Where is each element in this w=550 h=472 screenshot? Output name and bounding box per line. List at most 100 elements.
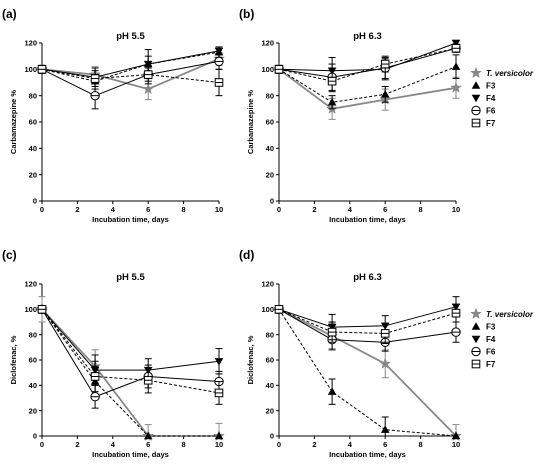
series-star [273, 63, 462, 120]
y-tick-label: 60 [266, 356, 274, 365]
y-tick-label: 120 [261, 280, 274, 289]
y-tick-label: 100 [24, 305, 37, 314]
y-tick-label: 40 [29, 381, 37, 390]
x-tick-label: 4 [111, 440, 116, 449]
legend-label: T. versicolor [486, 310, 534, 319]
x-tick-label: 8 [419, 205, 423, 214]
data-point [380, 425, 390, 433]
legend-label: F4 [486, 335, 496, 344]
data-point [214, 431, 224, 440]
y-tick-label: 20 [266, 170, 274, 179]
x-tick-label: 2 [75, 440, 79, 449]
series-line [278, 309, 457, 437]
x-tick-label: 8 [182, 205, 186, 214]
chart-panel-4: (d) pH 6.3 0 20 40 60 80 100 120 0 2 4 6 8 10 Incubatio… [239, 248, 534, 459]
series-square-bar [274, 43, 461, 93]
y-tick-label: 20 [29, 406, 37, 415]
x-tick-label: 8 [419, 440, 423, 449]
y-tick-label: 60 [29, 356, 37, 365]
y-tick-label: 0 [33, 432, 37, 441]
x-tick-label: 2 [312, 440, 316, 449]
series-line [41, 308, 219, 437]
x-tick-label: 10 [215, 440, 223, 449]
data-point [142, 82, 155, 95]
x-tick-label: 2 [312, 205, 316, 214]
data-point [379, 357, 392, 369]
series-line [41, 68, 220, 83]
series-line [41, 51, 220, 82]
y-tick-label: 0 [270, 197, 274, 206]
y-tick-label: 60 [266, 118, 274, 127]
legend-marker [470, 66, 482, 79]
y-tick-label: 40 [266, 144, 274, 153]
series-circle-bar [37, 304, 224, 409]
series-circle-bar [274, 304, 461, 352]
series-line [41, 50, 220, 78]
x-tick-label: 0 [277, 440, 281, 449]
x-tick-label: 6 [146, 205, 150, 214]
panel-label: (d) [239, 248, 254, 262]
x-tick-label: 0 [40, 440, 44, 449]
x-tick-label: 0 [40, 205, 44, 214]
y-tick-label: 120 [24, 280, 37, 289]
series-line [278, 306, 457, 328]
series-square-bar [274, 303, 461, 345]
series-line [278, 308, 457, 334]
y-tick-label: 80 [266, 91, 274, 100]
panel-label: (a) [2, 7, 17, 21]
data-point [380, 90, 390, 98]
panel-label: (c) [2, 248, 17, 262]
data-point [143, 60, 153, 69]
x-tick-label: 10 [452, 205, 460, 214]
panel-label: (b) [239, 7, 254, 21]
x-axis-label: Incubation time, days [329, 450, 406, 459]
legend: T. versicolor F3 F4 F6 F7 [470, 66, 534, 128]
x-tick-label: 0 [277, 205, 281, 214]
x-tick-label: 6 [383, 440, 387, 449]
series-star [273, 303, 462, 442]
x-tick-label: 4 [111, 205, 116, 214]
legend-label: F6 [486, 107, 496, 116]
y-axis-label: Diclofenac, % [9, 335, 18, 384]
legend-label: F6 [486, 348, 496, 357]
series-star [36, 296, 225, 442]
chart-title: pH 6.3 [353, 31, 382, 42]
legend-marker [471, 335, 481, 344]
series-line [41, 308, 220, 371]
data-point [451, 39, 461, 48]
x-tick-label: 10 [215, 205, 223, 214]
series-line [41, 309, 220, 398]
series-line [278, 308, 457, 437]
series-line [41, 308, 220, 394]
chart-panel-3: (c) pH 5.5 0 20 40 60 80 100 120 0 2 4 6 8 10 Incubatio… [2, 248, 225, 459]
data-point [327, 387, 337, 395]
series-triangle-up [37, 305, 224, 440]
x-tick-label: 10 [452, 440, 460, 449]
y-tick-label: 80 [29, 330, 37, 339]
series-line [278, 66, 457, 103]
series-line [41, 57, 220, 91]
chart-panel-1: (a) pH 5.5 0 20 40 60 80 100 120 0 2 4 6 8 10 Incubatio… [2, 7, 225, 224]
x-axis-label: Incubation time, days [92, 450, 169, 459]
series-star [36, 51, 225, 101]
y-axis-label: Diclofenac, % [246, 335, 255, 384]
legend: T. versicolor F3 F4 F6 F7 [470, 307, 534, 369]
legend-label: F4 [486, 94, 496, 103]
data-point [451, 431, 461, 440]
chart-title: pH 6.3 [353, 272, 382, 283]
y-tick-label: 120 [24, 39, 37, 48]
series-line [278, 47, 457, 82]
x-tick-label: 8 [182, 440, 186, 449]
y-tick-label: 20 [29, 170, 37, 179]
chart-title: pH 5.5 [116, 31, 145, 42]
y-tick-label: 100 [261, 305, 274, 314]
y-axis-label: Carbamazepine % [9, 90, 18, 155]
series-circle-bar [37, 53, 224, 110]
data-point [214, 358, 224, 366]
legend-marker [471, 94, 481, 103]
x-axis-label: Incubation time, days [92, 215, 169, 224]
data-point [327, 97, 337, 106]
series-triangle-down [37, 306, 224, 386]
y-tick-label: 20 [266, 406, 274, 415]
chart-panel-2: (b) pH 6.3 0 20 40 60 80 100 120 0 2 4 6 8 10 Incubatio… [239, 7, 534, 224]
